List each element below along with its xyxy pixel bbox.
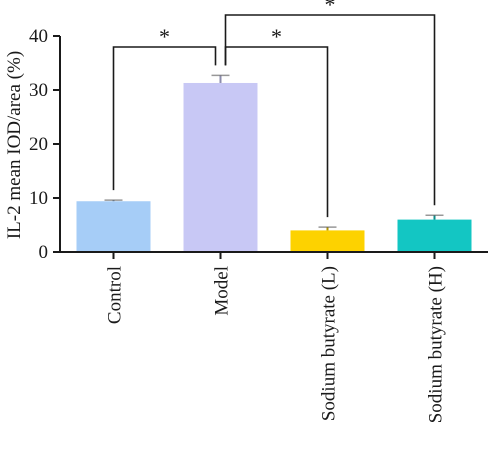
- category-label: Sodium butyrate (H): [426, 266, 447, 423]
- significance-bracket: [112, 46, 217, 191]
- y-tick-label: 30: [29, 80, 48, 101]
- y-tick-label: 0: [39, 242, 49, 263]
- y-tick-label: 10: [29, 188, 48, 209]
- y-axis-label: IL-2 mean IOD/area (%): [4, 51, 25, 239]
- bar: [76, 201, 151, 252]
- category-label: Sodium butyrate (L): [319, 266, 340, 421]
- bar: [290, 230, 365, 252]
- bar: [397, 219, 472, 252]
- y-axis-ticks: 0 10 20 30 40: [29, 26, 60, 263]
- y-tick-label: 20: [29, 134, 48, 155]
- bars: [76, 82, 472, 252]
- significance-star: *: [159, 24, 170, 49]
- category-labels: Control Model Sodium butyrate (L) Sodium bu…: [105, 252, 447, 423]
- significance-star: *: [271, 24, 282, 49]
- category-label: Control: [105, 266, 126, 324]
- significance-brackets: * * *: [112, 0, 436, 218]
- significance-bracket: [224, 14, 436, 206]
- error-bars: [104, 74, 444, 231]
- bar: [183, 82, 258, 252]
- category-label: Model: [212, 266, 233, 316]
- y-tick-label: 40: [29, 26, 48, 47]
- significance-star: *: [325, 0, 336, 17]
